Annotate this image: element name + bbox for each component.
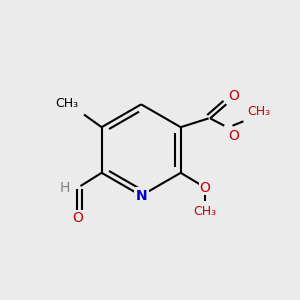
Text: H: H xyxy=(60,181,70,194)
Text: CH₃: CH₃ xyxy=(247,105,270,118)
Text: O: O xyxy=(228,129,239,143)
Text: CH₃: CH₃ xyxy=(193,205,216,218)
Text: O: O xyxy=(200,181,210,194)
Text: N: N xyxy=(135,189,147,202)
Text: O: O xyxy=(72,211,83,225)
Text: CH₃: CH₃ xyxy=(56,98,79,110)
Text: O: O xyxy=(228,89,239,103)
